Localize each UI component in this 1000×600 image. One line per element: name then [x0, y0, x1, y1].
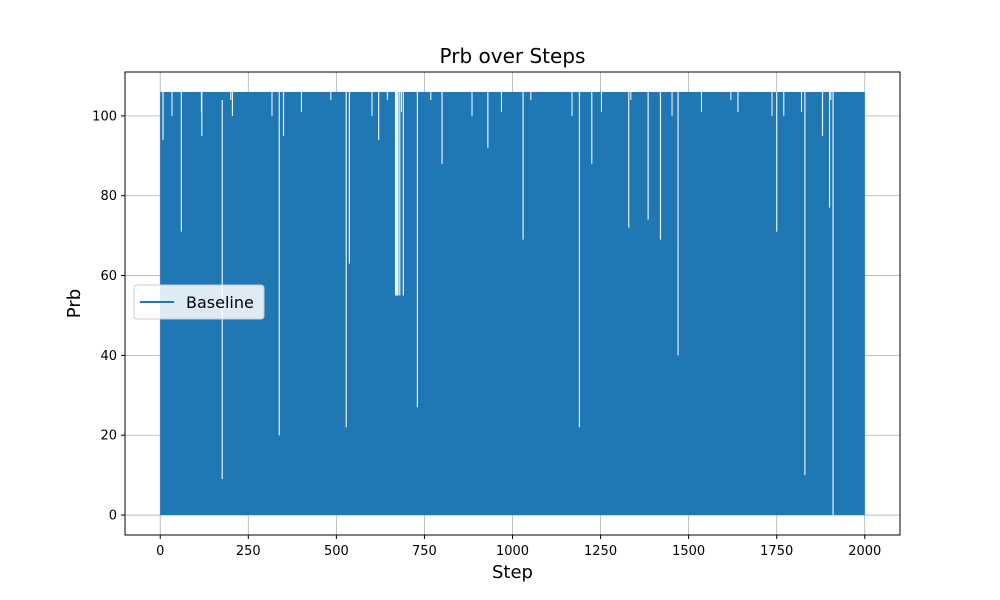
x-tick-label: 1500 — [672, 544, 705, 559]
y-tick-label: 80 — [100, 189, 117, 204]
legend-label-baseline: Baseline — [186, 293, 254, 312]
x-tick-label: 1250 — [584, 544, 617, 559]
x-tick-label: 250 — [236, 544, 261, 559]
y-tick-label: 40 — [100, 349, 117, 364]
series-layer — [160, 91, 865, 516]
x-tick-label: 750 — [412, 544, 437, 559]
x-axis-title: Step — [492, 562, 533, 583]
x-tick-label: 1000 — [496, 544, 529, 559]
x-tick-label: 2000 — [848, 544, 881, 559]
x-tick-label: 500 — [324, 544, 349, 559]
legend-box — [133, 284, 265, 320]
chart-title: Prb over Steps — [440, 44, 586, 68]
y-tick-label: 20 — [100, 429, 117, 444]
y-tick-label: 60 — [100, 269, 117, 284]
y-tick-label: 0 — [109, 509, 117, 524]
y-axis-ticks: 0 20 40 60 80 100 — [92, 109, 125, 524]
x-axis-ticks: 0 250 500 750 1000 1250 1500 1750 2000 — [156, 535, 881, 559]
x-tick-label: 0 — [156, 544, 164, 559]
series-baseline-band — [160, 91, 865, 516]
x-tick-label: 1750 — [760, 544, 793, 559]
legend: Baseline — [133, 284, 265, 320]
y-axis-title: Prb — [64, 289, 85, 318]
y-tick-label: 100 — [92, 109, 117, 124]
